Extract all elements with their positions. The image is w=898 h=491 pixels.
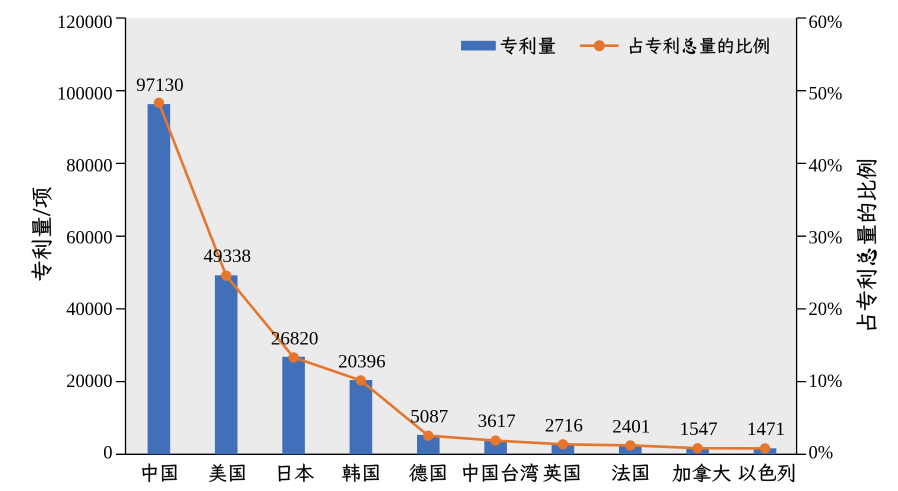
svg-text:50%: 50% xyxy=(809,85,843,105)
svg-text:60%: 60% xyxy=(809,13,843,33)
svg-text:40%: 40% xyxy=(809,156,843,176)
svg-text:20000: 20000 xyxy=(66,372,112,392)
svg-text:30%: 30% xyxy=(809,228,843,248)
svg-text:2401: 2401 xyxy=(612,416,650,437)
svg-text:0: 0 xyxy=(103,444,112,464)
svg-text:10%: 10% xyxy=(809,372,843,392)
svg-text:0%: 0% xyxy=(809,444,834,464)
svg-text:100000: 100000 xyxy=(57,85,113,105)
svg-text:20%: 20% xyxy=(809,300,843,320)
svg-text:40000: 40000 xyxy=(66,300,112,320)
svg-text:5087: 5087 xyxy=(410,407,448,428)
svg-text:20396: 20396 xyxy=(338,352,386,373)
svg-text:26820: 26820 xyxy=(271,328,319,349)
svg-text:60000: 60000 xyxy=(66,228,112,248)
svg-text:1471: 1471 xyxy=(747,419,785,440)
svg-text:1547: 1547 xyxy=(680,419,718,440)
svg-text:49338: 49338 xyxy=(203,246,251,267)
svg-text:97130: 97130 xyxy=(136,75,184,96)
svg-text:120000: 120000 xyxy=(57,13,113,33)
svg-text:3617: 3617 xyxy=(478,411,516,432)
svg-text:2716: 2716 xyxy=(545,415,583,436)
svg-text:80000: 80000 xyxy=(66,156,112,176)
